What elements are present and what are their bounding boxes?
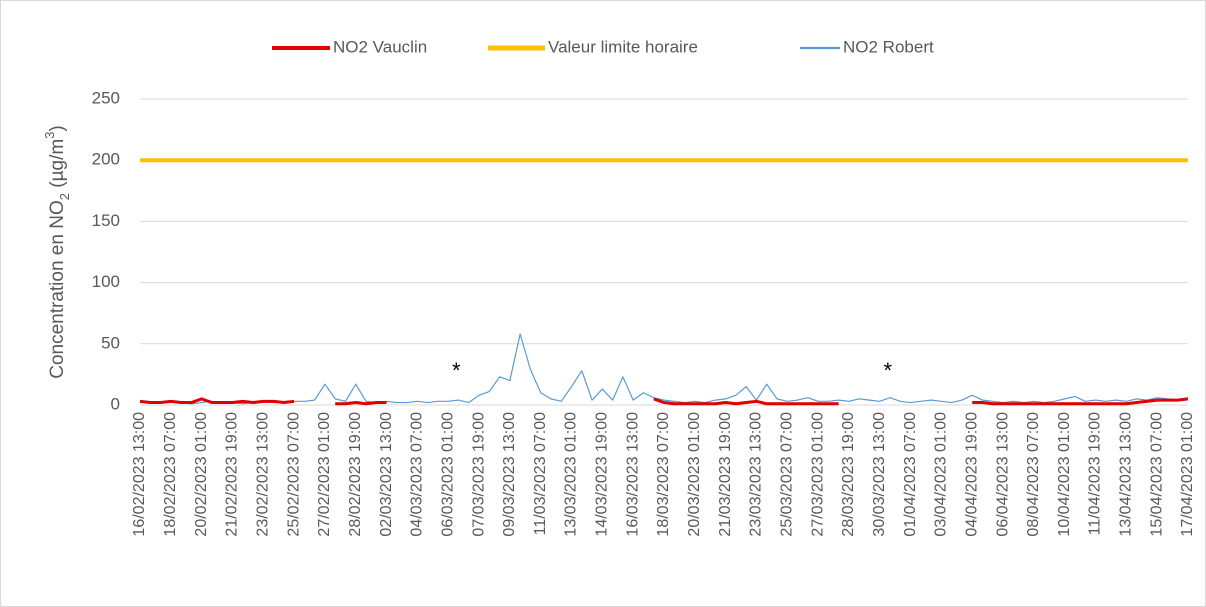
x-tick-label: 10/04/2023 01:00 <box>1056 412 1073 537</box>
x-tick-label: 07/03/2023 19:00 <box>470 412 487 537</box>
x-tick-label: 01/04/2023 07:00 <box>902 412 919 537</box>
legend-label: Valeur limite horaire <box>548 37 698 56</box>
x-tick-label: 28/02/2023 19:00 <box>347 412 364 537</box>
series-line <box>139 333 1189 405</box>
annotation: * <box>883 358 892 383</box>
y-tick-label: 100 <box>92 272 120 291</box>
x-tick-label: 30/03/2023 13:00 <box>871 412 888 537</box>
x-tick-label: 23/03/2023 13:00 <box>748 412 765 537</box>
x-tick-label: 16/03/2023 13:00 <box>624 412 641 537</box>
x-tick-label: 25/02/2023 07:00 <box>285 412 302 537</box>
x-tick-label: 18/02/2023 07:00 <box>162 412 179 537</box>
x-tick-label: 11/03/2023 07:00 <box>532 412 549 535</box>
x-tick-label: 27/02/2023 01:00 <box>316 412 333 537</box>
x-tick-label: 04/03/2023 07:00 <box>409 412 426 537</box>
x-tick-label: 09/03/2023 13:00 <box>501 412 518 537</box>
x-tick-label: 20/02/2023 01:00 <box>193 412 210 537</box>
x-tick-label: 28/03/2023 19:00 <box>840 412 857 537</box>
x-tick-label: 14/03/2023 19:00 <box>594 412 611 537</box>
x-tick-label: 04/04/2023 19:00 <box>963 412 980 537</box>
legend-label: NO2 Vauclin <box>333 37 427 56</box>
y-axis-label: Concentration en NO2 (µg/m3) <box>42 125 72 379</box>
x-tick-label: 13/03/2023 01:00 <box>563 412 580 537</box>
x-tick-label: 20/03/2023 01:00 <box>686 412 703 537</box>
x-tick-label: 18/03/2023 07:00 <box>655 412 672 537</box>
x-tick-label: 08/04/2023 07:00 <box>1025 412 1042 537</box>
y-tick-label: 200 <box>92 150 120 169</box>
x-tick-label: 21/03/2023 19:00 <box>717 412 734 537</box>
y-tick-label: 250 <box>92 88 120 107</box>
y-tick-label: 150 <box>92 211 120 230</box>
x-tick-label: 03/04/2023 01:00 <box>933 412 950 537</box>
y-tick-label: 50 <box>101 333 120 352</box>
x-tick-label: 11/04/2023 19:00 <box>1087 412 1104 535</box>
series-line <box>139 397 1189 406</box>
x-tick-label: 02/03/2023 13:00 <box>378 412 395 537</box>
x-tick-label: 23/02/2023 13:00 <box>255 412 272 537</box>
y-tick-label: 0 <box>111 394 120 413</box>
x-tick-label: 16/02/2023 13:00 <box>131 412 148 537</box>
x-tick-label: 13/04/2023 13:00 <box>1118 412 1135 537</box>
x-tick-label: 27/03/2023 01:00 <box>809 412 826 537</box>
legend-label: NO2 Robert <box>843 37 934 56</box>
x-tick-label: 06/03/2023 01:00 <box>439 412 456 537</box>
x-tick-label: 06/04/2023 13:00 <box>994 412 1011 537</box>
x-tick-label: 17/04/2023 01:00 <box>1179 412 1196 537</box>
x-tick-label: 25/03/2023 07:00 <box>779 412 796 537</box>
x-tick-label: 21/02/2023 19:00 <box>224 412 241 537</box>
annotation: * <box>452 358 461 383</box>
x-tick-label: 15/04/2023 07:00 <box>1148 412 1165 537</box>
